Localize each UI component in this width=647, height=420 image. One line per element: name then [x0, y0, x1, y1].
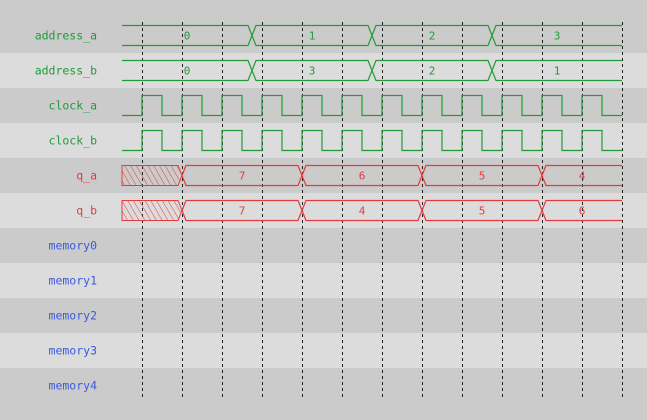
- bus-segment: [491, 59, 622, 82]
- signal-name-address_b[interactable]: address_b: [35, 64, 97, 78]
- signal-row: [0, 263, 647, 298]
- bus-segment: [541, 199, 622, 222]
- signal-name-clock_a[interactable]: clock_a: [49, 99, 97, 113]
- bus-value: 3: [554, 30, 561, 43]
- signal-row: [0, 53, 647, 88]
- bus-value: 0: [184, 65, 191, 78]
- bus-value: 1: [554, 65, 561, 78]
- signal-row: [0, 298, 647, 333]
- bus-value: 6: [579, 205, 586, 218]
- signal-row: [0, 333, 647, 368]
- signal-name-q_b[interactable]: q_b: [76, 204, 97, 218]
- signal-row: [0, 88, 647, 123]
- unknown-value-region: [121, 165, 183, 186]
- signal-name-address_a[interactable]: address_a: [35, 29, 97, 43]
- clock-waveform: [122, 94, 622, 117]
- bus-value: 5: [479, 170, 486, 183]
- bus-value: 5: [479, 205, 486, 218]
- signal-name-q_a[interactable]: q_a: [76, 169, 97, 183]
- signal-name-memory1[interactable]: memory1: [49, 274, 98, 288]
- signal-name-clock_b[interactable]: clock_b: [49, 134, 98, 148]
- bus-segment: [541, 164, 622, 187]
- bus-value: 3: [309, 65, 316, 78]
- signal-name-memory0[interactable]: memory0: [49, 239, 98, 253]
- bus-value: 2: [429, 65, 436, 78]
- bus-segment: [491, 24, 622, 47]
- signal-row: [0, 18, 647, 53]
- bus-value: 2: [429, 30, 436, 43]
- signal-row: [0, 368, 647, 403]
- bus-value: 7: [239, 170, 246, 183]
- signal-name-memory3[interactable]: memory3: [49, 344, 98, 358]
- signal-name-memory2[interactable]: memory2: [49, 309, 97, 323]
- signal-row: [0, 123, 647, 158]
- bus-value: 6: [359, 170, 366, 183]
- bus-value: 7: [239, 205, 246, 218]
- unknown-value-region: [121, 200, 183, 221]
- bus-value: 4: [359, 205, 366, 218]
- clock-waveform: [122, 129, 622, 152]
- signal-row: [0, 158, 647, 193]
- bus-value: 1: [309, 30, 316, 43]
- bus-value: 0: [184, 30, 191, 43]
- signal-name-memory4[interactable]: memory4: [49, 379, 98, 393]
- signal-row: [0, 228, 647, 263]
- bus-value: 4: [579, 170, 586, 183]
- signal-row: [0, 193, 647, 228]
